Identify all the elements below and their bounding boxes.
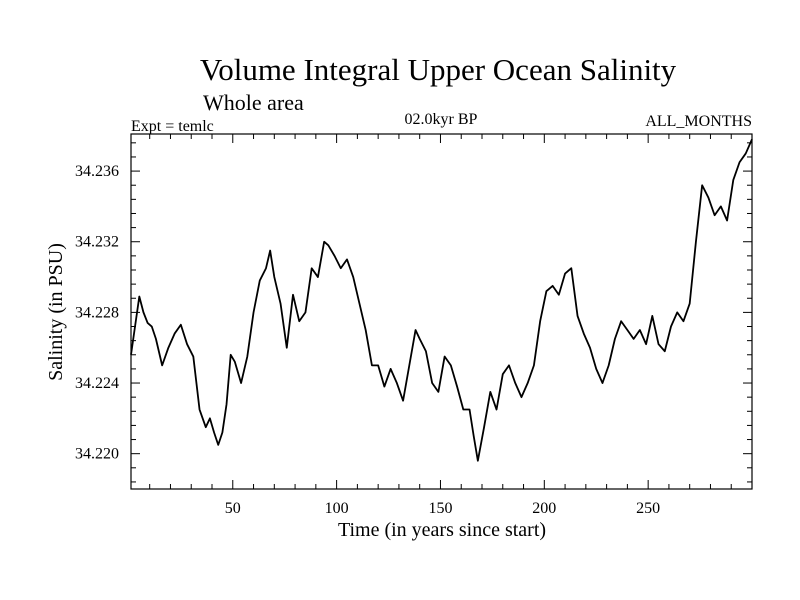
chart-title: Volume Integral Upper Ocean Salinity bbox=[200, 52, 677, 87]
plot-frame bbox=[130, 133, 753, 490]
chart-subtitle: Whole area bbox=[203, 90, 304, 115]
y-axis-label: Salinity (in PSU) bbox=[45, 243, 67, 381]
x-tick-label: 100 bbox=[325, 500, 349, 517]
x-tick-label: 150 bbox=[428, 500, 452, 517]
x-axis: 50 100 150 200 250 bbox=[149, 134, 753, 517]
y-tick-label: 34.224 bbox=[75, 375, 119, 392]
y-tick-label: 34.236 bbox=[75, 163, 119, 180]
period-annotation: 02.0kyr BP bbox=[405, 111, 478, 128]
salinity-series-line bbox=[130, 138, 753, 462]
months-annotation: ALL_MONTHS bbox=[645, 113, 752, 130]
y-tick-label: 34.228 bbox=[75, 304, 119, 321]
y-tick-label: 34.220 bbox=[75, 446, 119, 463]
x-axis-label: Time (in years since start) bbox=[338, 519, 546, 541]
x-tick-label: 200 bbox=[532, 500, 556, 517]
x-tick-label: 50 bbox=[225, 500, 241, 517]
y-axis: 34.220 34.224 34.228 34.232 34.236 bbox=[75, 142, 752, 483]
experiment-annotation: Expt = temlc bbox=[131, 118, 214, 135]
y-tick-label: 34.232 bbox=[75, 234, 119, 251]
x-tick-label: 250 bbox=[636, 500, 660, 517]
